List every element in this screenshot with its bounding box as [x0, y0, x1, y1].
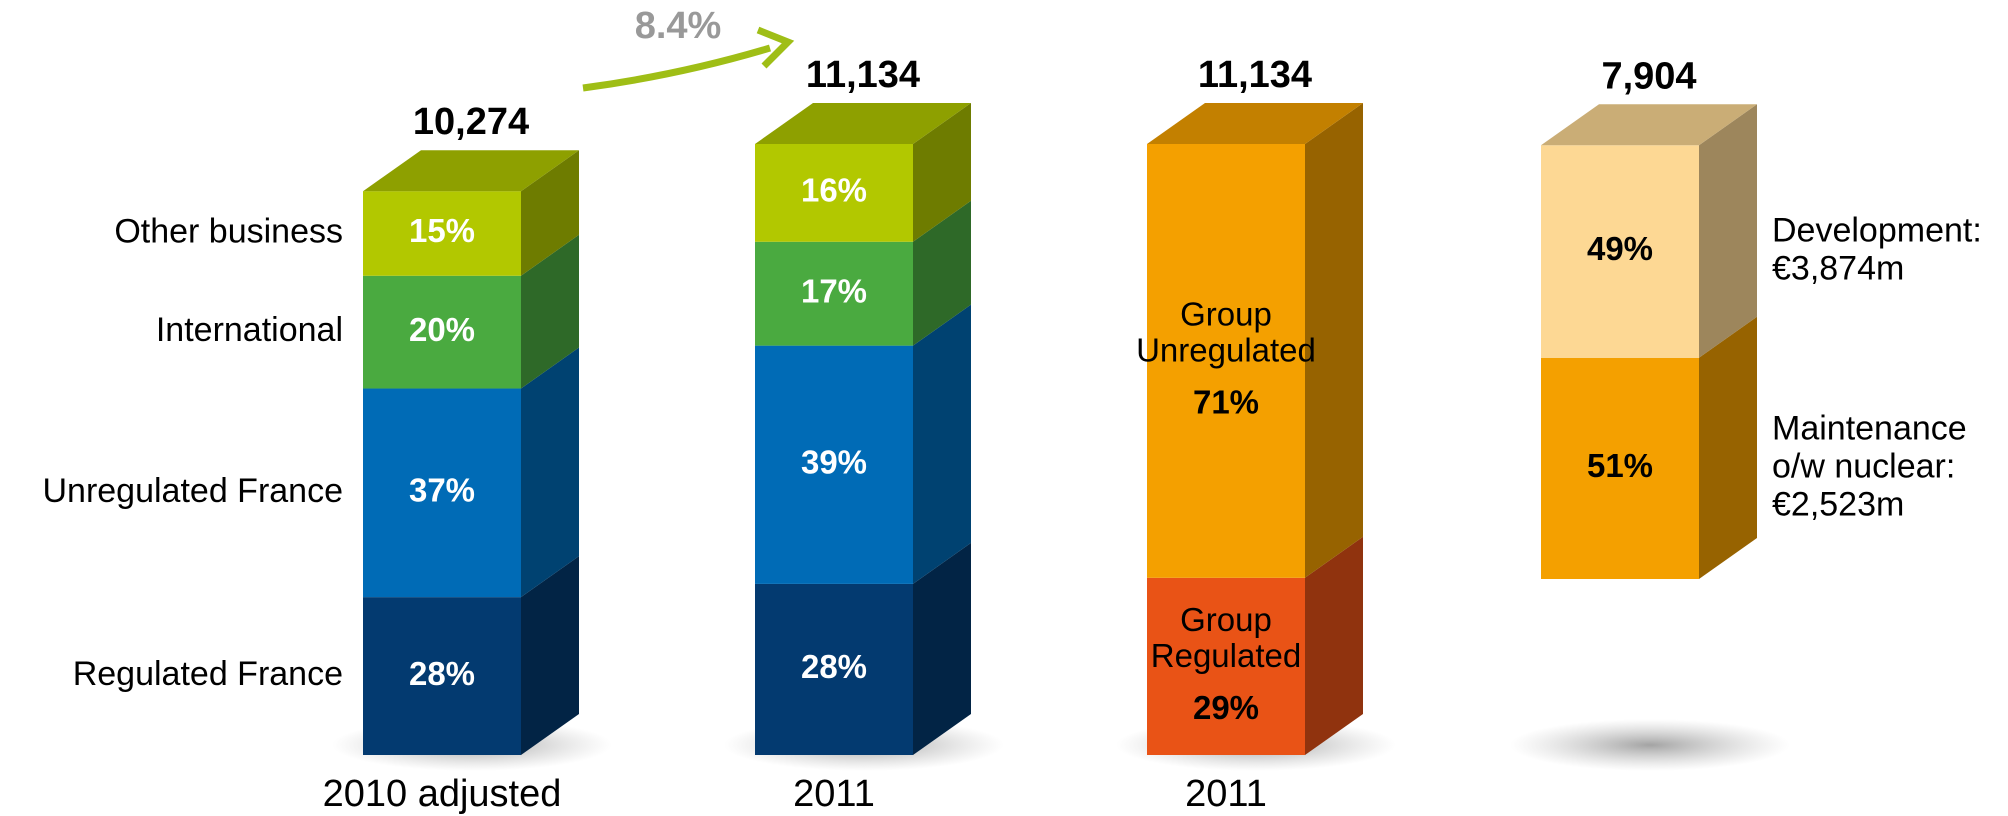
- segment-name: Development:: [1772, 212, 1982, 250]
- segment-label: 39%: [801, 443, 867, 480]
- bar-side: [913, 200, 971, 346]
- bar-total: 11,134: [806, 54, 920, 96]
- bar-segment: [1147, 577, 1305, 755]
- bar-segment: [363, 597, 521, 755]
- segment-name: Unregulated: [1136, 332, 1316, 369]
- bar-side: [1699, 104, 1757, 358]
- segment-label: 20%: [409, 311, 475, 348]
- bar-side: [521, 347, 579, 598]
- x-tick-label: 2010 adjusted: [323, 773, 562, 815]
- bar-side: [521, 556, 579, 755]
- bar-side: [913, 542, 971, 755]
- bar-side: [1699, 316, 1757, 579]
- bar-side: [913, 103, 971, 242]
- segment-name: Maintenance: [1772, 409, 1967, 447]
- bar-segment: [755, 241, 913, 346]
- segment-label: 28%: [801, 648, 867, 685]
- growth-label: 8.4%: [635, 5, 722, 47]
- bar-segment: [1541, 357, 1699, 579]
- bar-side: [521, 150, 579, 276]
- growth-arrow: [582, 44, 772, 92]
- segment-name: Regulated France: [73, 655, 343, 693]
- bar-segment: [755, 144, 913, 242]
- bar-side: [1305, 103, 1363, 578]
- bar-total: 7,904: [1601, 55, 1696, 97]
- bar-segment: [1147, 144, 1305, 578]
- bar-segment: [1541, 145, 1699, 358]
- bar-total: 11,134: [1198, 54, 1312, 96]
- bar-side: [521, 234, 579, 389]
- segment-label: 16%: [801, 172, 867, 209]
- segment-name: €2,523m: [1772, 485, 1904, 523]
- segment-label: 49%: [1587, 230, 1653, 267]
- segment-name: Other business: [114, 212, 343, 250]
- bar-top: [363, 150, 579, 192]
- segment-name: o/w nuclear:: [1772, 447, 1955, 485]
- bar-top: [1541, 104, 1757, 146]
- bar-top: [1147, 103, 1363, 144]
- bar-segment: [755, 345, 913, 584]
- x-tick-label: 2011: [793, 773, 875, 815]
- bar-top: [755, 103, 971, 144]
- segment-name: International: [156, 311, 343, 349]
- segment-label: 17%: [801, 272, 867, 309]
- segment-label: 37%: [409, 472, 475, 509]
- bar-segment: [363, 275, 521, 389]
- segment-name: Regulated: [1151, 637, 1301, 674]
- bar-total: 10,274: [413, 101, 529, 143]
- segment-label: 51%: [1587, 447, 1653, 484]
- segment-label: 15%: [409, 212, 475, 249]
- bar-side: [1305, 536, 1363, 755]
- segment-name: Group: [1180, 296, 1272, 333]
- segment-name: Group: [1180, 601, 1272, 638]
- bar-segment: [755, 583, 913, 755]
- segment-name: Unregulated France: [42, 472, 343, 510]
- x-tick-label: 2011: [1185, 773, 1267, 815]
- growth-arrow-head: [756, 26, 795, 69]
- bar-segment: [363, 388, 521, 598]
- segment-label: 28%: [409, 655, 475, 692]
- segment-label: 29%: [1193, 689, 1259, 726]
- segment-name: €3,874m: [1772, 250, 1904, 288]
- bar-side: [913, 304, 971, 584]
- bar-shadow: [1510, 719, 1790, 771]
- segment-label: 71%: [1193, 384, 1259, 421]
- bar-segment: [363, 191, 521, 276]
